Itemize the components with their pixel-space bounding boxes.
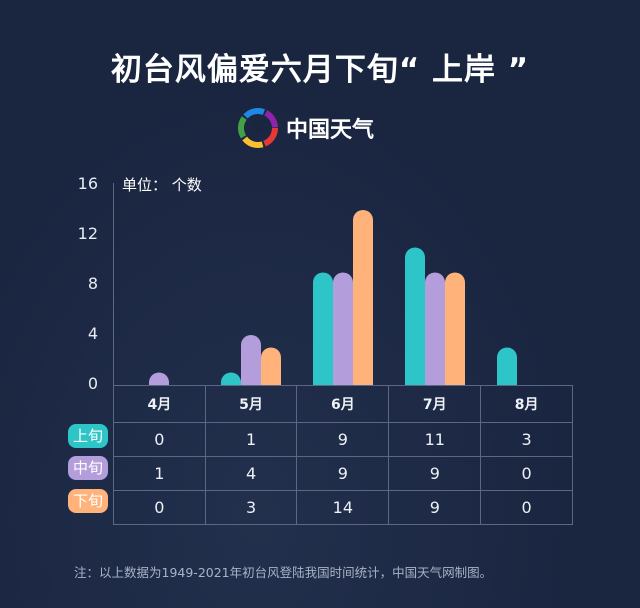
x-tick: 4月 — [113, 385, 206, 423]
bar — [497, 347, 517, 385]
logo-text: 中国天气 — [286, 118, 375, 143]
data-label: 14 — [296, 490, 390, 525]
table-header-row: 4月 5月 6月 7月 8月 — [113, 385, 573, 423]
table-row: 1 4 9 9 0 — [113, 456, 573, 491]
data-label: 9 — [388, 490, 482, 525]
data-label: 9 — [296, 456, 390, 491]
y-tick: 16 — [77, 174, 98, 193]
x-tick: 5月 — [204, 385, 298, 423]
bar — [333, 272, 353, 385]
data-label: 11 — [388, 422, 482, 457]
y-tick: 8 — [87, 274, 98, 293]
data-label: 1 — [113, 456, 206, 491]
x-tick: 7月 — [388, 385, 482, 423]
data-table: 4月 5月 6月 7月 8月 0 1 9 11 3 1 4 9 9 0 0 3 … — [113, 385, 573, 525]
unit-label: 单位： 个数 — [122, 176, 202, 194]
legend-badge-mid: 中旬 — [68, 456, 108, 480]
bar — [221, 372, 241, 385]
x-tick: 8月 — [480, 385, 573, 423]
logo: 中国天气 — [238, 108, 374, 148]
bar — [353, 210, 373, 385]
y-tick: 12 — [77, 224, 98, 243]
bar — [445, 272, 465, 385]
page-title: 初台风偏爱六月下旬“ 上岸 ” — [110, 52, 530, 88]
data-label: 0 — [480, 456, 573, 491]
bar-chart — [149, 210, 517, 385]
bar — [261, 347, 281, 385]
data-label: 0 — [113, 422, 206, 457]
y-tick: 0 — [87, 374, 98, 393]
bar — [149, 372, 169, 385]
bar — [405, 247, 425, 385]
data-label: 9 — [296, 422, 390, 457]
bar — [425, 272, 445, 385]
x-tick: 6月 — [296, 385, 390, 423]
data-label: 0 — [113, 490, 206, 525]
data-label: 3 — [480, 422, 573, 457]
data-label: 3 — [204, 490, 298, 525]
legend-badge-early: 上旬 — [68, 424, 108, 448]
table-row: 0 3 14 9 0 — [113, 490, 573, 525]
legend-badge-late: 下旬 — [68, 489, 108, 513]
data-label: 4 — [204, 456, 298, 491]
bar — [241, 335, 261, 385]
footnote: 注：以上数据为1949-2021年初台风登陆我国时间统计，中国天气网制图。 — [74, 565, 493, 580]
y-axis — [113, 183, 114, 385]
data-label: 9 — [388, 456, 482, 491]
table-row: 0 1 9 11 3 — [113, 422, 573, 457]
data-label: 0 — [480, 490, 573, 525]
bar — [313, 272, 333, 385]
y-tick: 4 — [87, 324, 98, 343]
data-label: 1 — [204, 422, 298, 457]
weather-logo-icon — [238, 108, 278, 148]
